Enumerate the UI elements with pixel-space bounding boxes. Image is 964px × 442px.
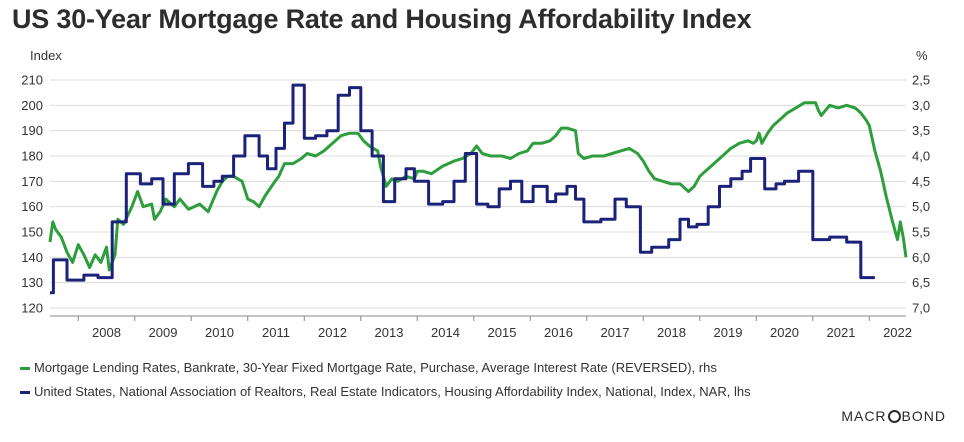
left-tick-label: 210 (21, 73, 43, 88)
left-tick-label: 190 (21, 123, 43, 138)
x-tick-label: 2020 (770, 325, 799, 340)
right-tick-label: 3,0 (912, 98, 930, 113)
right-tick-label: 6,0 (912, 250, 930, 265)
x-tick-label: 2021 (827, 325, 856, 340)
legend-item-mortgage-rate: Mortgage Lending Rates, Bankrate, 30-Yea… (20, 360, 717, 375)
x-tick-label: 2009 (149, 325, 178, 340)
left-tick-label: 140 (21, 250, 43, 265)
left-tick-label: 130 (21, 275, 43, 290)
right-tick-label: 3,5 (912, 123, 930, 138)
x-tick-label: 2008 (92, 325, 121, 340)
x-tick-label: 2011 (262, 325, 290, 340)
left-tick-label: 200 (21, 98, 43, 113)
right-tick-label: 6,5 (912, 275, 930, 290)
x-tick-label: 2018 (657, 325, 686, 340)
right-tick-label: 7,0 (912, 301, 930, 316)
left-tick-label: 170 (21, 174, 43, 189)
brand-ring-icon (887, 409, 901, 423)
x-tick-label: 2019 (714, 325, 743, 340)
x-tick-label: 2010 (205, 325, 234, 340)
right-axis-unit: % (916, 48, 928, 63)
legend-swatch-navy (20, 391, 30, 395)
right-tick-label: 4,0 (912, 149, 930, 164)
x-tick-label: 2017 (601, 325, 630, 340)
right-tick-label: 2,5 (912, 73, 930, 88)
right-tick-label: 5,5 (912, 225, 930, 240)
brand-text-end: BOND (901, 408, 946, 424)
x-tick-label: 2014 (431, 325, 460, 340)
left-axis-unit: Index (30, 48, 62, 63)
right-tick-label: 4,5 (912, 174, 930, 189)
chart-title: US 30-Year Mortgage Rate and Housing Aff… (12, 4, 752, 34)
affordability-index-line (50, 83, 875, 295)
mortgage-rate-line (48, 101, 908, 272)
macrobond-logo: MACR BOND (841, 408, 946, 424)
legend-swatch-green (20, 367, 30, 371)
x-tick-label: 2022 (883, 325, 912, 340)
legend-label-affordability-index: United States, National Association of R… (34, 384, 751, 399)
x-tick-label: 2016 (544, 325, 573, 340)
x-tick-label: 2012 (318, 325, 347, 340)
legend-label-mortgage-rate: Mortgage Lending Rates, Bankrate, 30-Yea… (34, 360, 717, 375)
x-tick-label: 2013 (375, 325, 404, 340)
left-tick-label: 120 (21, 301, 43, 316)
right-tick-label: 5,0 (912, 199, 930, 214)
brand-text-start: MACR (841, 408, 887, 424)
left-tick-label: 160 (21, 199, 43, 214)
legend-item-affordability-index: United States, National Association of R… (20, 384, 751, 399)
x-tick-label: 2015 (488, 325, 517, 340)
left-tick-label: 150 (21, 225, 43, 240)
left-tick-label: 180 (21, 149, 43, 164)
